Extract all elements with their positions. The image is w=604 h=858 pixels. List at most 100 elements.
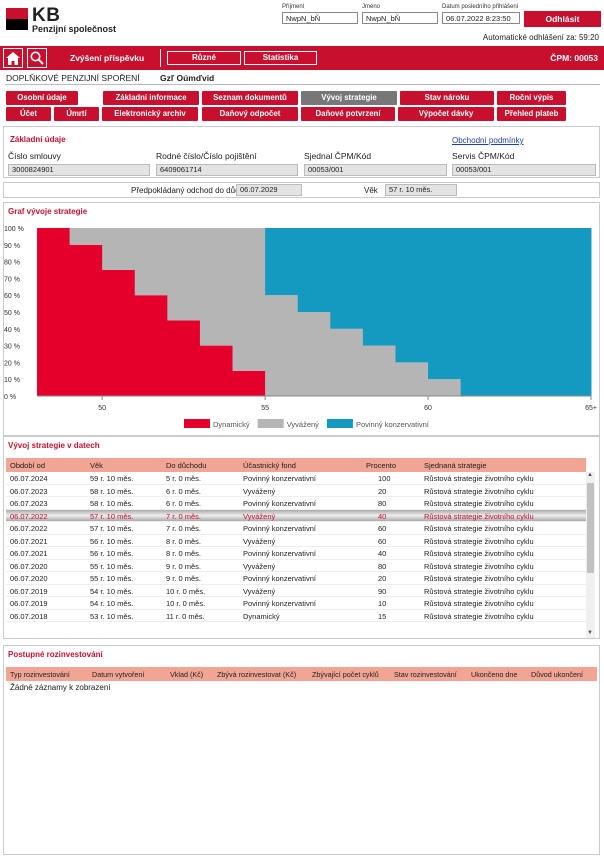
stats-menu-button[interactable]: Statistika bbox=[244, 51, 317, 65]
table-cell: Růstová strategie životního cyklu bbox=[424, 611, 534, 621]
tab-1[interactable]: Základní informace bbox=[103, 91, 199, 105]
table-cell: 10 r. 0 měs. bbox=[166, 586, 206, 596]
area-1-6 bbox=[232, 228, 266, 371]
column-header[interactable]: Do důchodu bbox=[166, 461, 207, 470]
reinvest-column-header[interactable]: Datum vytvoření bbox=[92, 670, 145, 679]
table-cell: Růstová strategie životního cyklu bbox=[424, 486, 534, 496]
scroll-down-icon[interactable]: ▼ bbox=[587, 630, 593, 636]
table-cell: 40 bbox=[378, 549, 387, 558]
area-1-12 bbox=[428, 379, 462, 396]
table-row[interactable]: 06.07.2019 54 r. 10 měs. 10 r. 0 měs. Vyváž… bbox=[6, 585, 586, 597]
table-row[interactable]: 06.07.2023 58 r. 10 měs. 6 r. 0 měs. Povinn… bbox=[6, 497, 586, 510]
table-cell: 06.07.2020 bbox=[10, 561, 48, 571]
service-field: 00053/001 bbox=[452, 164, 596, 176]
data-panel bbox=[3, 436, 600, 639]
scrollbar-thumb[interactable] bbox=[587, 483, 594, 573]
tab-row2-1[interactable]: Úmrtí bbox=[54, 107, 99, 121]
misc-menu-button[interactable]: Různé bbox=[167, 51, 241, 65]
reinvest-column-header[interactable]: Důvod ukončení bbox=[531, 670, 583, 679]
table-cell: 06.07.2022 bbox=[10, 511, 48, 521]
y-tick-label: 40 % bbox=[4, 327, 20, 334]
tab-row2-2[interactable]: Elektronický archiv bbox=[102, 107, 198, 121]
table-row[interactable]: 06.07.2022 57 r. 10 měs. 7 r. 0 měs. Vyváže… bbox=[6, 509, 586, 522]
area-0-0 bbox=[37, 228, 71, 396]
tab-row2-5[interactable]: Výpočet dávky bbox=[398, 107, 494, 121]
table-row[interactable]: 06.07.2021 56 r. 10 měs. 8 r. 0 měs. Vyváže… bbox=[6, 535, 586, 547]
reinvest-column-header[interactable]: Zbývající počet cyklů bbox=[312, 670, 379, 679]
table-cell: Vyvážený bbox=[243, 511, 276, 521]
table-row[interactable]: 06.07.2020 55 r. 10 měs. 9 r. 0 měs. Vyváže… bbox=[6, 560, 586, 572]
reinvest-column-header[interactable]: Stav rozinvestování bbox=[394, 670, 457, 679]
tab-row2-4[interactable]: Daňové potvrzení bbox=[301, 107, 395, 121]
column-header[interactable]: Účastnický fond bbox=[243, 461, 296, 470]
table-row[interactable]: 06.07.2020 55 r. 10 měs. 9 r. 0 měs. Povinn… bbox=[6, 572, 586, 585]
last-login-label: Datum posledního přihlášení bbox=[442, 4, 519, 10]
scroll-up-icon[interactable]: ▲ bbox=[587, 472, 593, 478]
table-cell: Růstová strategie životního cyklu bbox=[424, 549, 534, 558]
table-cell: 53 r. 10 měs. bbox=[90, 611, 134, 621]
chart-panel bbox=[3, 202, 600, 436]
legend-swatch-1 bbox=[257, 419, 284, 428]
area-1-1 bbox=[69, 228, 103, 245]
reinvest-column-header[interactable]: Zbývá rozinvestovat (Kč) bbox=[217, 670, 297, 679]
table-row[interactable]: 06.07.2023 58 r. 10 měs. 6 r. 0 měs. Vyváže… bbox=[6, 485, 586, 497]
legend-label-2: Povinný konzervativní bbox=[356, 420, 430, 429]
tab-2[interactable]: Seznam dokumentů bbox=[202, 91, 298, 105]
birth-no-field: 6409061714 bbox=[156, 164, 298, 176]
increase-contribution-link[interactable]: Zvýšení příspěvku bbox=[70, 53, 145, 63]
table-cell: Růstová strategie životního cyklu bbox=[424, 474, 534, 483]
table-cell: 9 r. 0 měs. bbox=[166, 574, 202, 583]
table-row[interactable]: 06.07.2021 56 r. 10 měs. 8 r. 0 měs. Povinn… bbox=[6, 547, 586, 560]
main-menu-bar bbox=[0, 46, 604, 70]
x-tick-label: 60 bbox=[424, 405, 432, 412]
column-header[interactable]: Období od bbox=[10, 461, 46, 470]
table-row[interactable]: 06.07.2019 54 r. 10 měs. 10 r. 0 měs. Povin… bbox=[6, 597, 586, 610]
service-label: Servis ČPM/Kód bbox=[452, 151, 515, 161]
area-2-13 bbox=[460, 228, 494, 396]
home-icon[interactable] bbox=[3, 48, 23, 68]
table-cell: 15 bbox=[378, 611, 387, 621]
y-tick-label: 80 % bbox=[4, 260, 20, 267]
table-cell: Vyvážený bbox=[243, 586, 276, 596]
table-row[interactable]: 06.07.2024 59 r. 10 měs. 5 r. 0 měs. Povinn… bbox=[6, 472, 586, 485]
tab-5[interactable]: Roční výpis bbox=[497, 91, 566, 105]
contract-line bbox=[5, 70, 600, 85]
table-cell: Růstová strategie životního cyklu bbox=[424, 586, 534, 596]
table-cell: 58 r. 10 měs. bbox=[90, 499, 134, 508]
terms-link[interactable]: Obchodní podmínky bbox=[452, 136, 524, 145]
agreed-label: Sjednal ČPM/Kód bbox=[304, 151, 372, 161]
kb-logo-icon bbox=[6, 8, 28, 30]
table-cell: 6 r. 0 měs. bbox=[166, 499, 202, 508]
reinvest-column-header[interactable]: Vklad (Kč) bbox=[170, 670, 204, 679]
table-row[interactable]: 06.07.2022 57 r. 10 měs. 7 r. 0 měs. Povinn… bbox=[6, 522, 586, 535]
table-cell: Růstová strategie životního cyklu bbox=[424, 524, 534, 533]
tab-row2-6[interactable]: Přehled plateb bbox=[497, 107, 566, 121]
legend-swatch-0 bbox=[184, 419, 210, 428]
area-0-6 bbox=[232, 370, 266, 396]
area-2-15 bbox=[525, 228, 559, 396]
table-cell: Růstová strategie životního cyklu bbox=[424, 599, 534, 608]
table-cell: Povinný konzervativní bbox=[243, 524, 316, 533]
table-cell: 06.07.2023 bbox=[10, 499, 48, 508]
tab-0[interactable]: Osobní údaje bbox=[6, 91, 78, 105]
table-row[interactable]: 06.07.2018 53 r. 10 měs. 11 r. 0 měs. Dynam… bbox=[6, 610, 586, 622]
table-cell: Růstová strategie životního cyklu bbox=[424, 536, 534, 546]
tab-row2-3[interactable]: Daňový odpočet bbox=[202, 107, 298, 121]
column-header[interactable]: Procento bbox=[366, 461, 397, 470]
tab-3[interactable]: Vývoj strategie bbox=[301, 91, 397, 105]
table-cell: 55 r. 10 měs. bbox=[90, 561, 134, 571]
logout-button[interactable]: Odhlásit bbox=[524, 11, 601, 27]
area-2-9 bbox=[330, 228, 364, 329]
reinvest-column-header[interactable]: Typ rozinvestování bbox=[10, 670, 70, 679]
tab-row2-0[interactable]: Účet bbox=[6, 107, 51, 121]
tab-4[interactable]: Stav nároku bbox=[400, 91, 494, 105]
age-label: Věk bbox=[364, 186, 378, 195]
column-header[interactable]: Sjednaná strategie bbox=[424, 461, 487, 470]
column-header[interactable]: Věk bbox=[90, 461, 103, 470]
area-0-3 bbox=[134, 295, 168, 396]
search-icon[interactable] bbox=[27, 48, 47, 68]
logo-text: KB bbox=[32, 5, 61, 26]
area-0-2 bbox=[102, 270, 136, 396]
table-cell: 5 r. 0 měs. bbox=[166, 474, 202, 483]
reinvest-column-header[interactable]: Ukončeno dne bbox=[471, 670, 518, 679]
